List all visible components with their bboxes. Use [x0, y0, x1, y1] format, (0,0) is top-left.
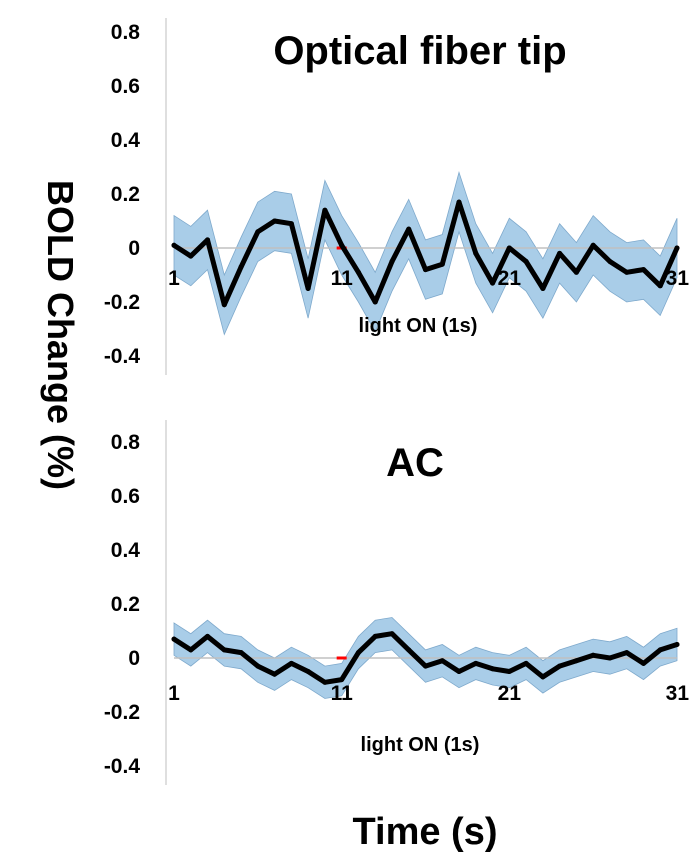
data-point — [322, 207, 328, 213]
y-tick-label: 0 — [128, 237, 140, 260]
data-point — [674, 642, 680, 647]
data-point — [523, 660, 529, 666]
y-tick-label: 0.4 — [111, 129, 141, 152]
data-point — [423, 663, 428, 669]
chart-title: Optical fiber tip — [273, 29, 566, 73]
data-point — [423, 267, 428, 273]
data-point — [523, 259, 529, 264]
data-point — [473, 660, 479, 666]
data-point — [657, 283, 663, 289]
y-tick-label: -0.2 — [104, 701, 140, 724]
data-point — [272, 671, 278, 677]
data-point — [607, 259, 613, 264]
y-tick-label: -0.2 — [104, 291, 140, 314]
data-point — [372, 299, 378, 305]
data-point — [674, 245, 680, 251]
data-point — [389, 631, 395, 637]
data-point — [590, 652, 596, 658]
data-point — [372, 633, 378, 639]
data-point — [238, 264, 244, 270]
data-point — [456, 669, 462, 674]
y-tick-label: 0.4 — [111, 539, 141, 562]
data-point — [640, 267, 646, 273]
data-point — [557, 250, 563, 256]
data-point — [624, 269, 630, 275]
data-point — [439, 261, 445, 267]
data-point — [506, 245, 512, 251]
data-point — [305, 669, 311, 674]
data-point — [406, 647, 412, 653]
data-point — [355, 269, 361, 275]
data-point — [389, 259, 395, 264]
y-tick-label: 0.2 — [111, 593, 140, 616]
y-axis-label: BOLD Change (%) — [40, 180, 81, 490]
x-tick-label: 1 — [168, 682, 180, 705]
data-point — [557, 663, 563, 669]
x-tick-label: 11 — [331, 267, 354, 290]
data-point — [188, 253, 194, 259]
x-tick-label: 1 — [168, 267, 180, 290]
y-tick-label: -0.4 — [104, 755, 141, 778]
data-point — [355, 650, 361, 656]
data-point — [288, 660, 294, 666]
stimulus-annotation: light ON (1s) — [361, 734, 480, 756]
y-tick-label: 0 — [128, 647, 140, 670]
data-point — [221, 302, 227, 308]
data-point — [473, 250, 479, 256]
data-point — [322, 679, 328, 685]
data-point — [339, 677, 345, 683]
data-point — [238, 650, 244, 656]
y-tick-label: 0.8 — [111, 21, 141, 44]
x-tick-label: 31 — [666, 267, 690, 290]
x-tick-label: 11 — [331, 682, 354, 705]
data-point — [640, 660, 646, 666]
data-point — [439, 658, 445, 664]
data-point — [188, 647, 194, 653]
data-point — [657, 647, 663, 653]
y-tick-label: 0.2 — [111, 183, 140, 206]
y-tick-label: -0.4 — [104, 345, 141, 368]
x-axis-label: Time (s) — [352, 811, 497, 853]
chart-title: AC — [386, 441, 444, 485]
data-point — [540, 674, 546, 680]
data-point — [456, 199, 462, 205]
data-point — [255, 229, 261, 235]
data-point — [607, 655, 613, 661]
data-point — [540, 286, 546, 291]
data-point — [506, 669, 512, 674]
x-tick-label: 31 — [666, 682, 690, 705]
data-point — [205, 633, 211, 639]
data-point — [573, 658, 579, 664]
y-tick-label: 0.6 — [111, 75, 140, 98]
data-point — [406, 226, 412, 232]
data-point — [624, 650, 630, 656]
data-point — [255, 663, 261, 669]
data-point — [288, 221, 294, 227]
data-point — [205, 237, 211, 243]
y-tick-label: 0.6 — [111, 485, 140, 508]
data-point — [272, 218, 278, 224]
x-tick-label: 21 — [498, 267, 522, 290]
data-point — [171, 636, 177, 642]
data-point — [490, 280, 496, 286]
data-point — [221, 647, 227, 653]
x-tick-label: 21 — [498, 682, 522, 705]
data-point — [339, 242, 345, 248]
y-tick-label: 0.8 — [111, 431, 141, 454]
data-point — [573, 269, 579, 275]
data-point — [590, 242, 596, 248]
stimulus-annotation: light ON (1s) — [359, 315, 478, 337]
data-point — [305, 286, 311, 291]
error-band — [173, 170, 678, 336]
data-point — [171, 242, 177, 248]
data-point — [490, 666, 496, 672]
